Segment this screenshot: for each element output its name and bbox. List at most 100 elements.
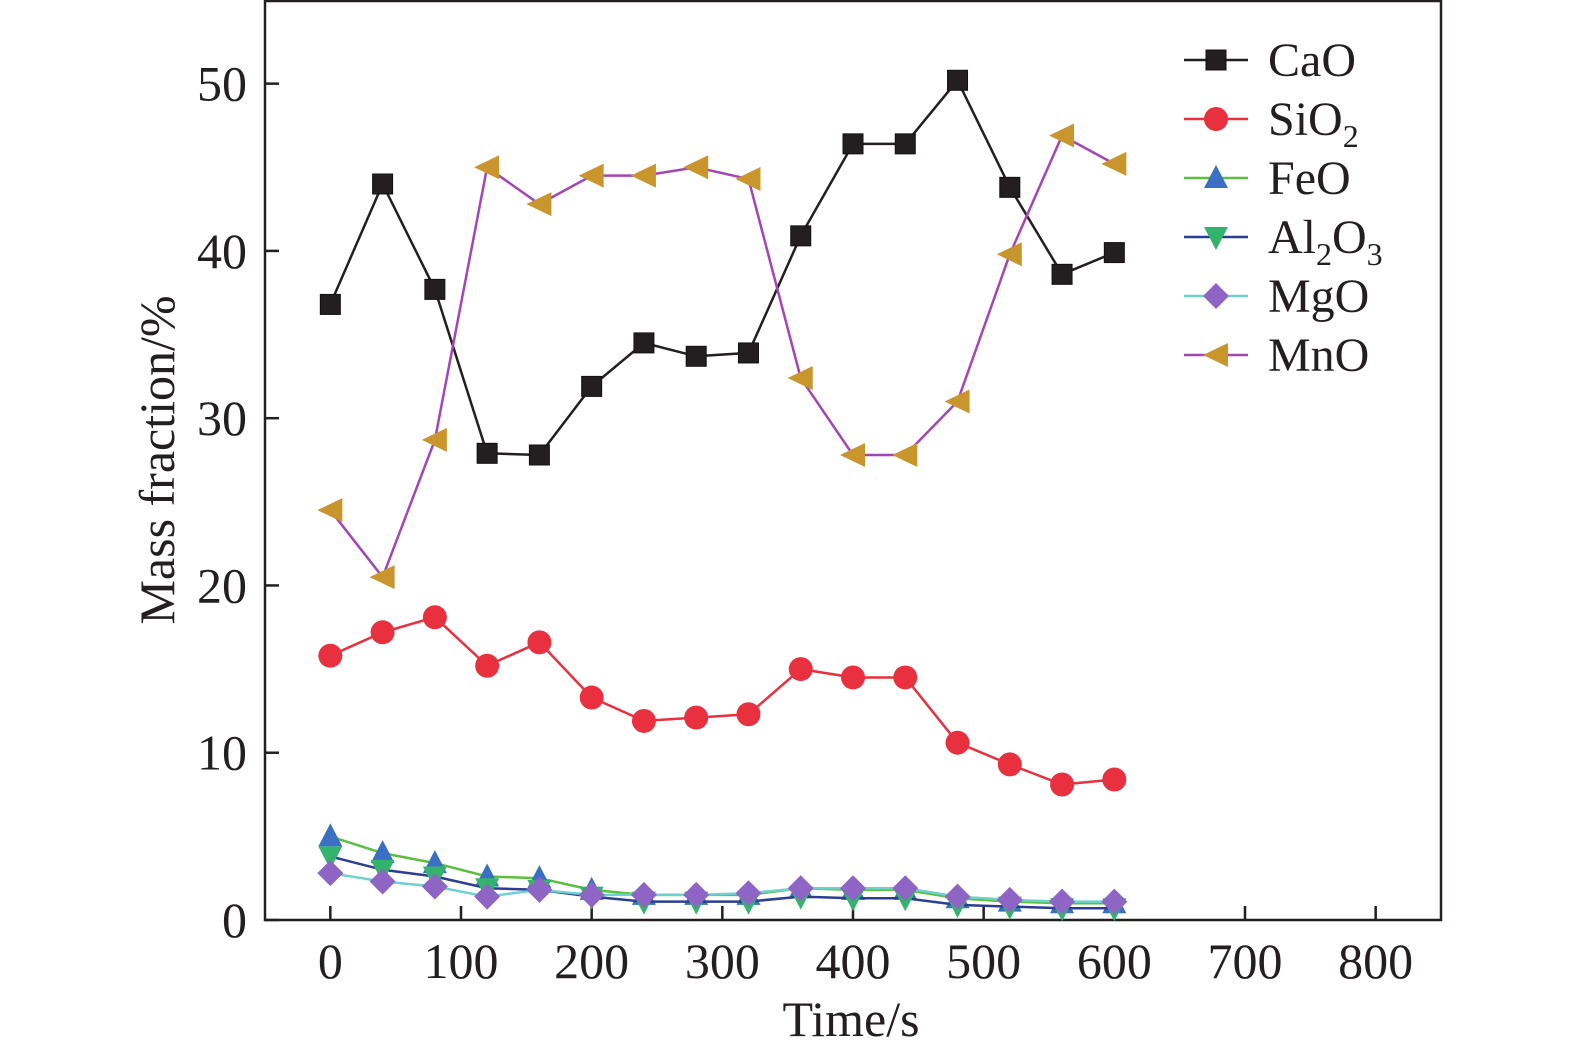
data-point (579, 685, 604, 710)
data-point (1102, 767, 1127, 792)
data-point (1050, 772, 1075, 797)
data-point (474, 883, 501, 910)
x-tick-label: 500 (946, 933, 1021, 989)
x-tick-label: 400 (816, 933, 891, 989)
series-line (329, 855, 1115, 910)
data-point (684, 705, 709, 730)
y-tick-label: 30 (197, 390, 247, 446)
legend-marker (1203, 343, 1228, 367)
data-point (319, 293, 341, 315)
legend-label: CaO (1268, 34, 1356, 87)
data-point (944, 389, 970, 414)
legend-label-part: 2 (1343, 118, 1359, 154)
data-point (630, 163, 656, 188)
data-point (893, 665, 918, 690)
data-point (421, 427, 447, 452)
data-point (787, 366, 813, 391)
data-point (1049, 888, 1076, 915)
data-point (317, 498, 343, 523)
series-cao (319, 69, 1125, 466)
legend-marker (1205, 49, 1227, 71)
data-point (631, 708, 656, 733)
data-point (476, 442, 498, 464)
x-axis: 0 100 200 300 400 500 600 700 800 (318, 906, 1413, 989)
legend-label-part: SiO (1268, 93, 1343, 146)
series-layer (317, 69, 1128, 922)
data-point (840, 442, 865, 467)
legend-label: MgO (1268, 270, 1369, 323)
data-point (683, 881, 710, 908)
data-point (526, 192, 552, 217)
data-point (892, 875, 919, 902)
data-point (633, 332, 655, 354)
data-point (945, 730, 970, 755)
legend-item-feo: FeO (1184, 152, 1351, 205)
data-point (1103, 242, 1125, 264)
data-point (369, 868, 396, 895)
data-point (788, 657, 813, 682)
data-point (318, 846, 343, 870)
legend-marker (1204, 227, 1228, 250)
y-axis-title: Mass fraction/% (129, 295, 185, 624)
legend-marker (1203, 283, 1229, 309)
data-point (578, 163, 604, 188)
x-tick-label: 600 (1077, 933, 1152, 989)
data-point (737, 342, 759, 364)
legend-item-sio2: SiO2 (1184, 93, 1359, 154)
data-point (370, 620, 395, 645)
y-tick-label: 0 (222, 892, 247, 948)
data-point (787, 875, 814, 902)
data-point (735, 166, 761, 191)
data-point (630, 881, 657, 908)
data-point (944, 883, 971, 910)
series-mno (317, 123, 1127, 590)
data-point (999, 176, 1021, 198)
data-point (947, 69, 969, 91)
y-tick-label: 50 (197, 56, 247, 112)
data-point (369, 565, 395, 590)
y-axis: 0 10 20 30 40 50 (197, 56, 279, 948)
data-point (527, 630, 552, 655)
data-point (475, 653, 500, 678)
legend-label-part: MgO (1268, 270, 1369, 323)
data-point (421, 873, 448, 900)
series-line (329, 615, 1115, 786)
data-point (683, 155, 709, 180)
data-point (894, 133, 916, 155)
legend-marker (1204, 165, 1228, 188)
legend-label-part: CaO (1268, 34, 1356, 87)
data-point (685, 345, 707, 367)
data-point (528, 444, 550, 466)
legend-marker (1204, 107, 1228, 131)
data-point (370, 840, 395, 864)
data-point (1101, 888, 1128, 915)
legend-item-al2o3: Al2O3 (1184, 211, 1383, 272)
data-point (474, 155, 500, 180)
legend-label-part: FeO (1268, 152, 1351, 205)
data-point (372, 173, 394, 195)
y-tick-label: 40 (197, 223, 247, 279)
legend-label-part: 2 (1316, 236, 1332, 272)
data-point (736, 702, 761, 727)
series-line (330, 871, 1115, 903)
data-point (581, 375, 603, 397)
data-point (318, 823, 343, 847)
data-point (578, 881, 605, 908)
data-point (1051, 263, 1073, 285)
y-tick-label: 10 (197, 725, 247, 781)
data-point (842, 133, 864, 155)
legend-label: FeO (1268, 152, 1351, 205)
legend-label: MnO (1268, 329, 1369, 382)
x-tick-label: 200 (554, 933, 629, 989)
series-line (329, 78, 1115, 457)
x-tick-label: 800 (1338, 933, 1413, 989)
data-point (996, 886, 1023, 913)
data-point (526, 876, 553, 903)
data-point (318, 643, 343, 668)
series-mgo (317, 860, 1128, 915)
data-point (996, 242, 1022, 267)
x-tick-label: 300 (685, 933, 760, 989)
